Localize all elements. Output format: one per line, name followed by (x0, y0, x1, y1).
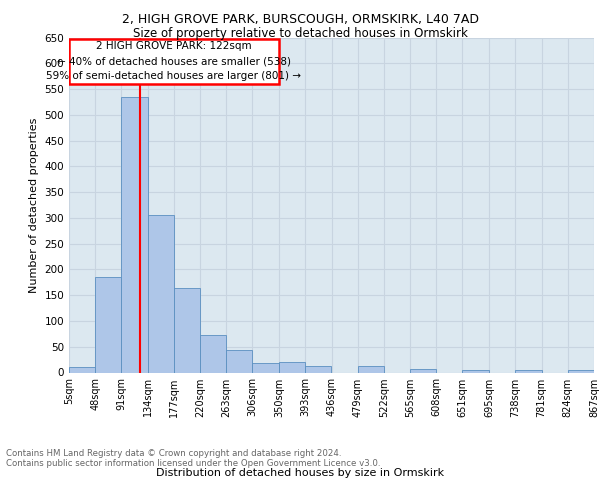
Text: Distribution of detached houses by size in Ormskirk: Distribution of detached houses by size … (156, 468, 444, 477)
Text: ← 40% of detached houses are smaller (538): ← 40% of detached houses are smaller (53… (57, 56, 291, 66)
Text: Contains public sector information licensed under the Open Government Licence v3: Contains public sector information licen… (6, 458, 380, 468)
Text: Contains HM Land Registry data © Crown copyright and database right 2024.: Contains HM Land Registry data © Crown c… (6, 448, 341, 458)
Text: 59% of semi-detached houses are larger (801) →: 59% of semi-detached houses are larger (… (46, 72, 301, 82)
Text: Size of property relative to detached houses in Ormskirk: Size of property relative to detached ho… (133, 28, 467, 40)
Bar (148, 216, 174, 372)
Text: 2 HIGH GROVE PARK: 122sqm: 2 HIGH GROVE PARK: 122sqm (96, 41, 251, 51)
Y-axis label: Number of detached properties: Number of detached properties (29, 118, 39, 292)
Bar (305, 366, 331, 372)
Bar (568, 370, 594, 372)
Bar (69, 38, 278, 84)
Bar (121, 97, 148, 372)
Bar (358, 366, 384, 372)
Bar (463, 370, 488, 372)
Bar (279, 362, 305, 372)
Bar (226, 350, 253, 372)
Bar (95, 277, 121, 372)
Bar (200, 335, 226, 372)
Bar (174, 288, 200, 372)
Text: 2, HIGH GROVE PARK, BURSCOUGH, ORMSKIRK, L40 7AD: 2, HIGH GROVE PARK, BURSCOUGH, ORMSKIRK,… (121, 12, 479, 26)
Bar (253, 363, 278, 372)
Bar (69, 368, 95, 372)
Bar (515, 370, 542, 372)
Bar (410, 370, 436, 372)
